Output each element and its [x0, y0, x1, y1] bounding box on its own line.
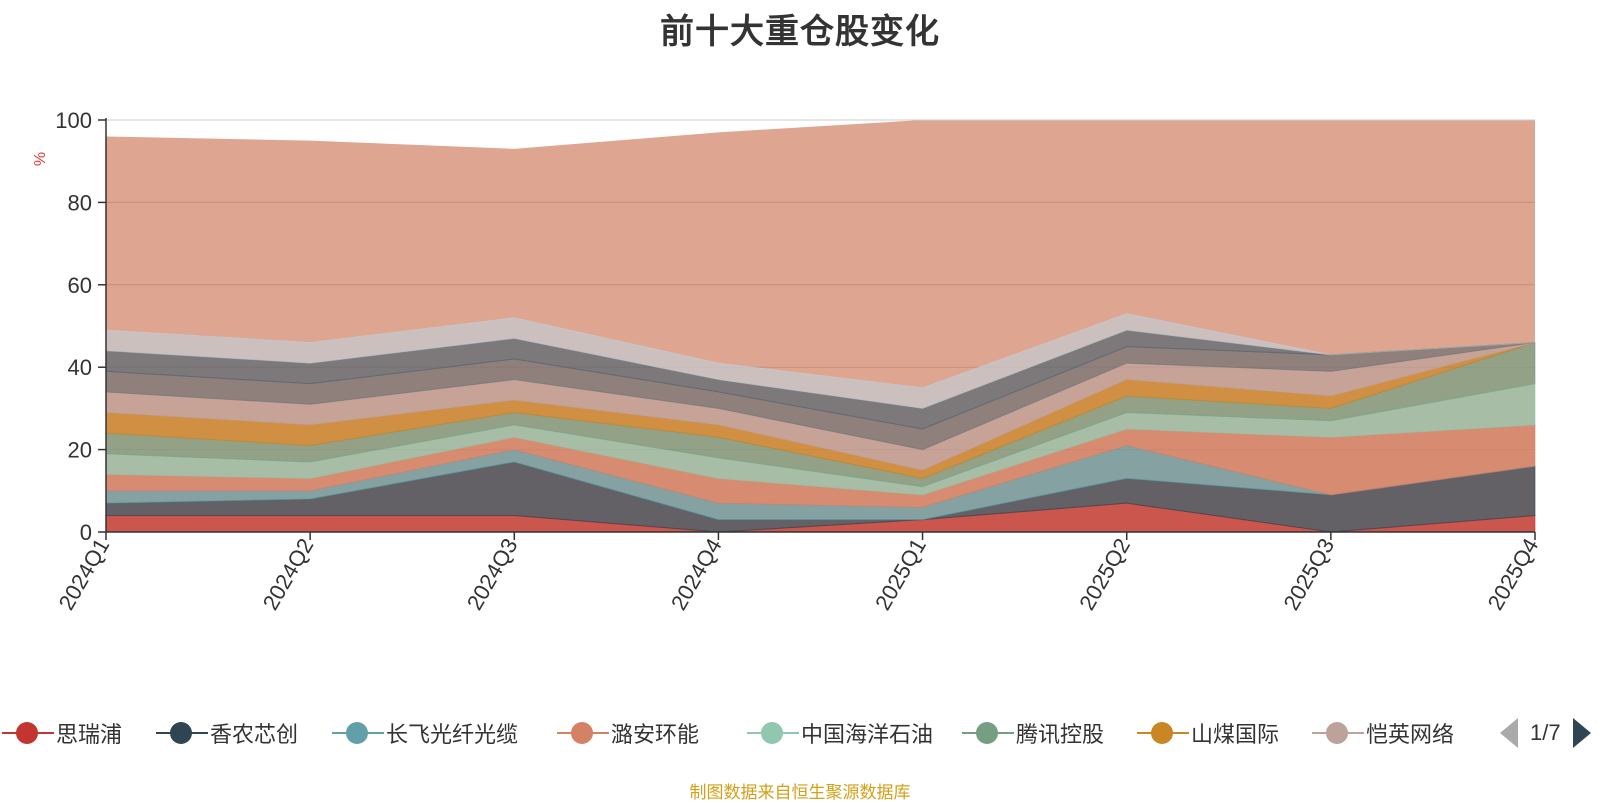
legend-page-indicator: 1/7 [1530, 720, 1561, 745]
legend-item-7[interactable]: 恺英网络 [1310, 716, 1454, 750]
legend-label: 潞安环能 [611, 722, 700, 747]
legend-label: 腾讯控股 [1016, 722, 1105, 747]
legend-label: 恺英网络 [1366, 722, 1455, 747]
data-source-note: 制图数据来自恒生聚源数据库 [689, 783, 911, 802]
legend-item-0[interactable]: 思瑞浦 [0, 716, 122, 750]
x-tick-label-3: 2024Q4 [666, 534, 727, 614]
chart-title: 前十大重仓股变化 [660, 13, 940, 51]
x-tick-label-7: 2025Q4 [1483, 534, 1544, 614]
y-tick-label-100: 100 [55, 108, 92, 133]
area-series-10 [105, 313, 1536, 409]
legend-item-5[interactable]: 腾讯控股 [960, 716, 1104, 750]
legend-label: 山煤国际 [1191, 722, 1280, 747]
legend-marker-icon [1310, 716, 1366, 750]
legend-label: 香农芯创 [210, 722, 299, 747]
legend-label: 中国海洋石油 [801, 722, 934, 747]
y-tick-label-0: 0 [80, 520, 92, 545]
legend-label: 长飞光纤光缆 [386, 722, 519, 747]
y-tick-label-40: 40 [68, 355, 92, 380]
x-tick-label-2: 2024Q3 [462, 534, 523, 614]
legend-prev-icon[interactable] [1500, 718, 1518, 748]
legend-marker-icon [330, 716, 386, 750]
y-tick-label-80: 80 [68, 190, 92, 215]
y-tick-label-20: 20 [68, 438, 92, 463]
x-tick-label-1: 2024Q2 [258, 534, 319, 614]
legend-marker-icon [1135, 716, 1191, 750]
x-tick-label-4: 2025Q1 [870, 534, 931, 614]
legend-marker-icon [960, 716, 1016, 750]
legend-marker-icon [0, 716, 56, 750]
legend-item-2[interactable]: 长飞光纤光缆 [330, 716, 518, 750]
legend-marker-icon [745, 716, 801, 750]
legend-item-3[interactable]: 潞安环能 [555, 716, 699, 750]
legend-item-4[interactable]: 中国海洋石油 [745, 716, 933, 750]
legend-next-icon[interactable] [1572, 718, 1591, 748]
legend-item-1[interactable]: 香农芯创 [154, 716, 298, 750]
legend-pager: 1/7 [1500, 716, 1591, 750]
legend-marker-icon [154, 716, 210, 750]
legend-item-6[interactable]: 山煤国际 [1135, 716, 1279, 750]
x-tick-label-5: 2025Q2 [1074, 534, 1135, 614]
x-tick-label-6: 2025Q3 [1278, 534, 1339, 614]
chart-legend: 思瑞浦 香农芯创 长飞光纤光缆 潞安环能 中国海洋石油 腾讯控股 山煤国际 恺英网络 [0, 716, 1600, 750]
legend-label: 思瑞浦 [56, 722, 123, 747]
y-tick-label-60: 60 [68, 273, 92, 298]
legend-marker-icon [555, 716, 611, 750]
x-tick-label-0: 2024Q1 [54, 534, 115, 614]
